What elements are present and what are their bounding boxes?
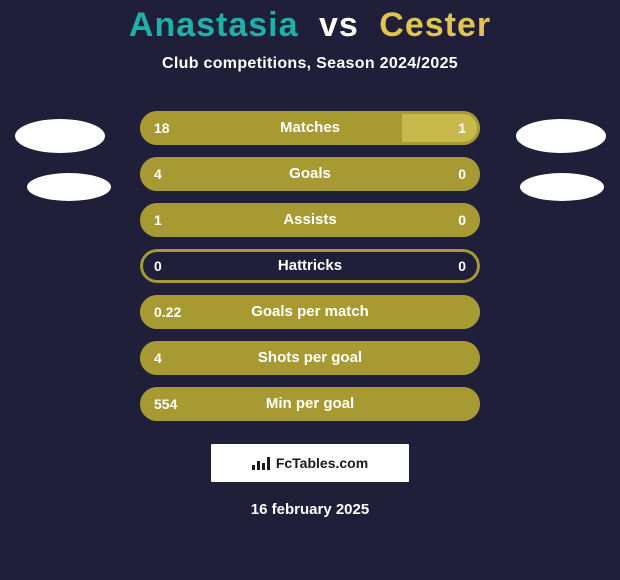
player1-name: Anastasia [129,6,299,44]
stat-row: 40Goals [140,157,480,191]
stat-label: Goals per match [140,295,480,329]
stat-bars: 181Matches 40Goals 10Assists 00Hattricks 0.2… [0,111,620,421]
date-label: 16 february 2025 [0,501,620,518]
stat-row: 181Matches [140,111,480,145]
vs-separator: vs [319,6,359,44]
player2-avatar [516,119,606,153]
comparison-infographic: Anastasia vs Cester Club competitions, S… [0,0,620,580]
stat-label: Min per goal [140,387,480,421]
stat-row: 0.22Goals per match [140,295,480,329]
stat-row: 4Shots per goal [140,341,480,375]
attribution-text: FcTables.com [276,455,368,471]
stat-row: 00Hattricks [140,249,480,283]
stat-row: 10Assists [140,203,480,237]
stat-label: Matches [140,111,480,145]
player1-avatar [15,119,105,153]
stat-label: Goals [140,157,480,191]
stat-label: Shots per goal [140,341,480,375]
subtitle: Club competitions, Season 2024/2025 [0,55,620,73]
player2-name: Cester [379,6,491,44]
page-title: Anastasia vs Cester [0,0,620,45]
player1-club-badge [27,173,111,201]
stat-label: Hattricks [140,249,480,283]
stat-row: 554Min per goal [140,387,480,421]
attribution-badge[interactable]: FcTables.com [210,443,410,483]
bar-chart-icon [252,456,270,470]
player2-club-badge [520,173,604,201]
stat-label: Assists [140,203,480,237]
